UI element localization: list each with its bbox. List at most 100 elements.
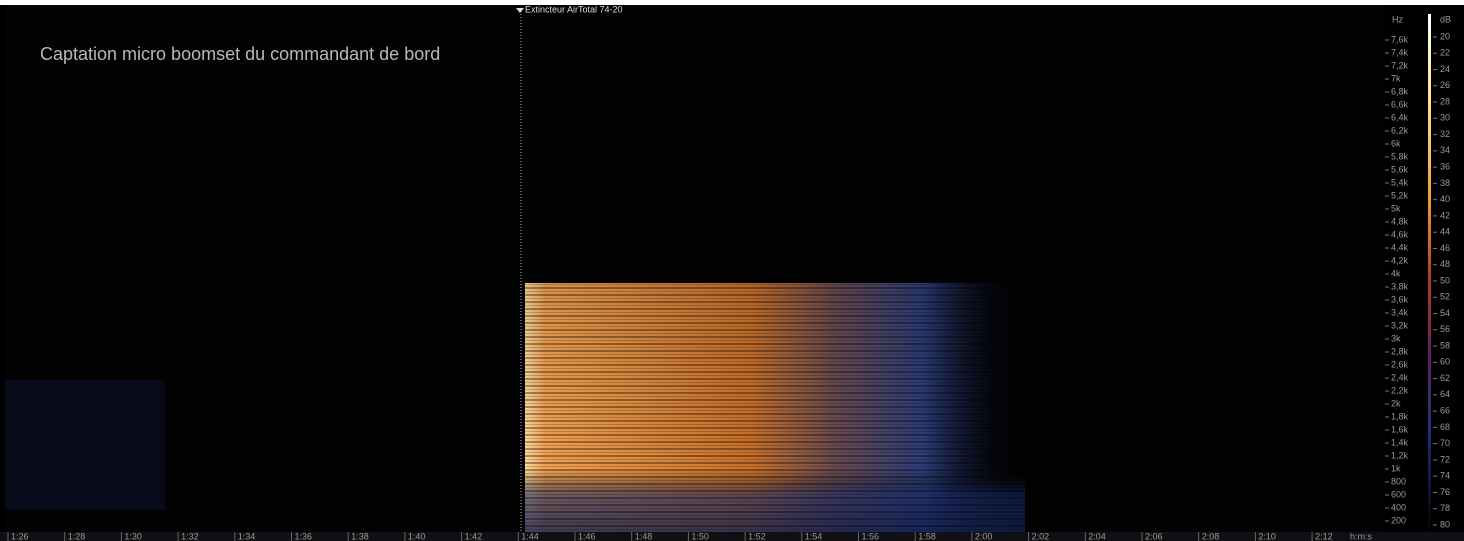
frequency-label: 1,6k xyxy=(1391,424,1409,434)
level-label: 70 xyxy=(1440,438,1450,448)
frequency-label: 2,8k xyxy=(1391,346,1409,356)
time-label: 2:10 xyxy=(1258,531,1276,541)
level-label: 76 xyxy=(1440,487,1450,497)
level-label: 58 xyxy=(1440,340,1450,350)
time-label: 1:48 xyxy=(635,531,653,541)
level-label: 56 xyxy=(1440,324,1450,334)
frequency-label: 5,2k xyxy=(1391,190,1409,200)
frequency-label: 5,8k xyxy=(1391,151,1409,161)
time-label: 2:00 xyxy=(975,531,993,541)
level-label: 78 xyxy=(1440,503,1450,513)
level-label: 30 xyxy=(1440,113,1450,123)
frequency-label: 4,6k xyxy=(1391,229,1409,239)
level-label: 64 xyxy=(1440,389,1450,399)
frequency-label: 400 xyxy=(1391,502,1406,512)
time-label: 1:40 xyxy=(408,531,426,541)
frequency-label: 1,2k xyxy=(1391,450,1409,460)
frequency-unit: Hz xyxy=(1392,14,1403,24)
frequency-label: 6,2k xyxy=(1391,125,1409,135)
frequency-label: 2,6k xyxy=(1391,359,1409,369)
frequency-label: 1,4k xyxy=(1391,437,1409,447)
time-label: 1:26 xyxy=(11,531,29,541)
frequency-label: 1,8k xyxy=(1391,411,1409,421)
frequency-label: 6,8k xyxy=(1391,86,1409,96)
frequency-label: 4k xyxy=(1391,268,1401,278)
marker-label[interactable]: Extincteur AirTotal 74-20 xyxy=(525,4,623,14)
frequency-label: 4,2k xyxy=(1391,255,1409,265)
frequency-label: 4,8k xyxy=(1391,216,1409,226)
time-label: 1:34 xyxy=(238,531,256,541)
level-label: 32 xyxy=(1440,129,1450,139)
level-label: 66 xyxy=(1440,406,1450,416)
level-label: 80 xyxy=(1440,519,1450,529)
level-label: 42 xyxy=(1440,210,1450,220)
time-label: 1:38 xyxy=(351,531,369,541)
level-label: 28 xyxy=(1440,96,1450,106)
sound-energy xyxy=(525,283,1025,532)
top-border xyxy=(0,0,1464,5)
frequency-label: 5k xyxy=(1391,203,1401,213)
frequency-label: 5,6k xyxy=(1391,164,1409,174)
time-label: 1:50 xyxy=(691,531,709,541)
frequency-label: 6,6k xyxy=(1391,99,1409,109)
frequency-label: 7k xyxy=(1391,73,1401,83)
frequency-label: 200 xyxy=(1391,515,1406,525)
time-label: 1:58 xyxy=(918,531,936,541)
time-label: 1:36 xyxy=(295,531,313,541)
time-label: 2:02 xyxy=(1032,531,1050,541)
level-label: 26 xyxy=(1440,80,1450,90)
level-label: 62 xyxy=(1440,373,1450,383)
frequency-label: 7,4k xyxy=(1391,47,1409,57)
time-label: 1:44 xyxy=(521,531,539,541)
time-label: 2:06 xyxy=(1145,531,1163,541)
level-label: 74 xyxy=(1440,471,1450,481)
frequency-label: 1k xyxy=(1391,463,1401,473)
level-label: 48 xyxy=(1440,259,1450,269)
time-label: 2:04 xyxy=(1088,531,1106,541)
level-unit: dB xyxy=(1440,14,1451,24)
frequency-label: 6k xyxy=(1391,138,1401,148)
frequency-label: 3,8k xyxy=(1391,281,1409,291)
time-label: 1:54 xyxy=(805,531,823,541)
frequency-label: 2,4k xyxy=(1391,372,1409,382)
level-label: 68 xyxy=(1440,422,1450,432)
time-axis-bar xyxy=(0,532,1464,541)
frequency-label: 7,2k xyxy=(1391,60,1409,70)
level-label: 44 xyxy=(1440,227,1450,237)
frequency-label: 3,2k xyxy=(1391,320,1409,330)
frequency-label: 800 xyxy=(1391,476,1406,486)
time-label: 1:46 xyxy=(578,531,596,541)
time-label: 1:30 xyxy=(124,531,142,541)
color-bar xyxy=(1428,14,1431,534)
time-unit: h:m:s xyxy=(1350,531,1373,541)
frequency-label: 6,4k xyxy=(1391,112,1409,122)
level-label: 22 xyxy=(1440,48,1450,58)
frequency-label: 3,4k xyxy=(1391,307,1409,317)
frequency-label: 600 xyxy=(1391,489,1406,499)
time-label: 1:56 xyxy=(862,531,880,541)
frequency-label: 2,2k xyxy=(1391,385,1409,395)
level-label: 46 xyxy=(1440,243,1450,253)
level-label: 40 xyxy=(1440,194,1450,204)
annotation: Captation micro boomset du commandant de… xyxy=(40,44,440,64)
frequency-label: 3k xyxy=(1391,333,1401,343)
level-label: 24 xyxy=(1440,64,1450,74)
frequency-label: 4,4k xyxy=(1391,242,1409,252)
frequency-label: 3,6k xyxy=(1391,294,1409,304)
frequency-label: 5,4k xyxy=(1391,177,1409,187)
time-label: 1:52 xyxy=(748,531,766,541)
level-label: 34 xyxy=(1440,145,1450,155)
level-label: 52 xyxy=(1440,292,1450,302)
time-label: 2:08 xyxy=(1202,531,1220,541)
spectrogram-window: Extincteur AirTotal 74-20 Captation micr… xyxy=(0,0,1464,541)
time-label: 1:32 xyxy=(181,531,199,541)
frequency-label: 2k xyxy=(1391,398,1401,408)
level-label: 36 xyxy=(1440,162,1450,172)
level-label: 60 xyxy=(1440,357,1450,367)
level-label: 72 xyxy=(1440,454,1450,464)
level-label: 50 xyxy=(1440,275,1450,285)
time-label: 1:28 xyxy=(68,531,86,541)
level-label: 54 xyxy=(1440,308,1450,318)
faint-noise xyxy=(5,380,165,510)
frequency-label: 7,6k xyxy=(1391,34,1409,44)
